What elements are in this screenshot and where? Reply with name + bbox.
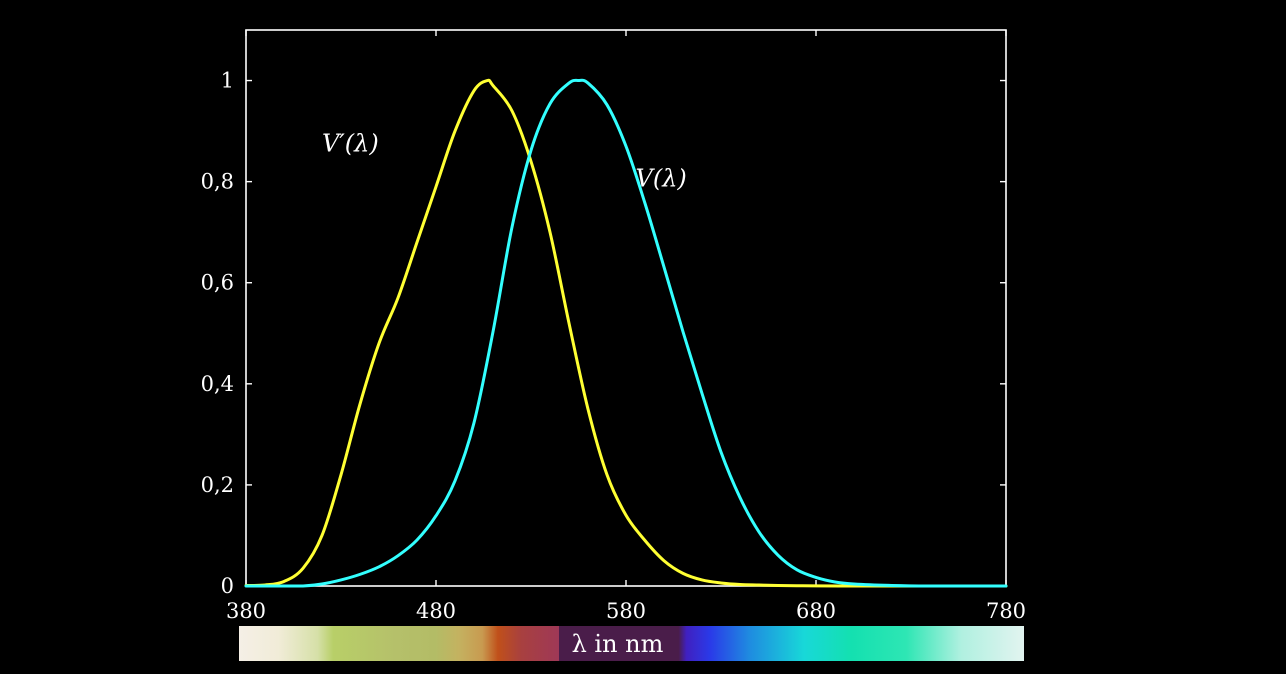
y-tick-label: 0,6 [201,271,234,295]
xlabel-backdrop [559,626,676,661]
y-tick-label: 1 [221,69,234,93]
x-tick-label: 580 [606,599,646,623]
photopic-curve [244,78,1008,588]
y-tick-label: 0,2 [201,473,234,497]
x-axis-label: λ in nm [572,630,664,658]
y-tick-label: 0 [221,574,234,598]
plot-frame [245,29,1007,587]
x-tick-label: 480 [416,599,456,623]
curve-annotation: V(λ) [636,165,687,193]
y-tick-label: 0,8 [201,170,234,194]
curve-annotation: V′(λ) [322,129,379,157]
x-tick-label: 780 [986,599,1026,623]
y-tick-label: 0,4 [201,372,234,396]
x-tick-label: 680 [796,599,836,623]
x-tick-label: 380 [226,599,266,623]
scotopic-curve [244,78,1008,588]
